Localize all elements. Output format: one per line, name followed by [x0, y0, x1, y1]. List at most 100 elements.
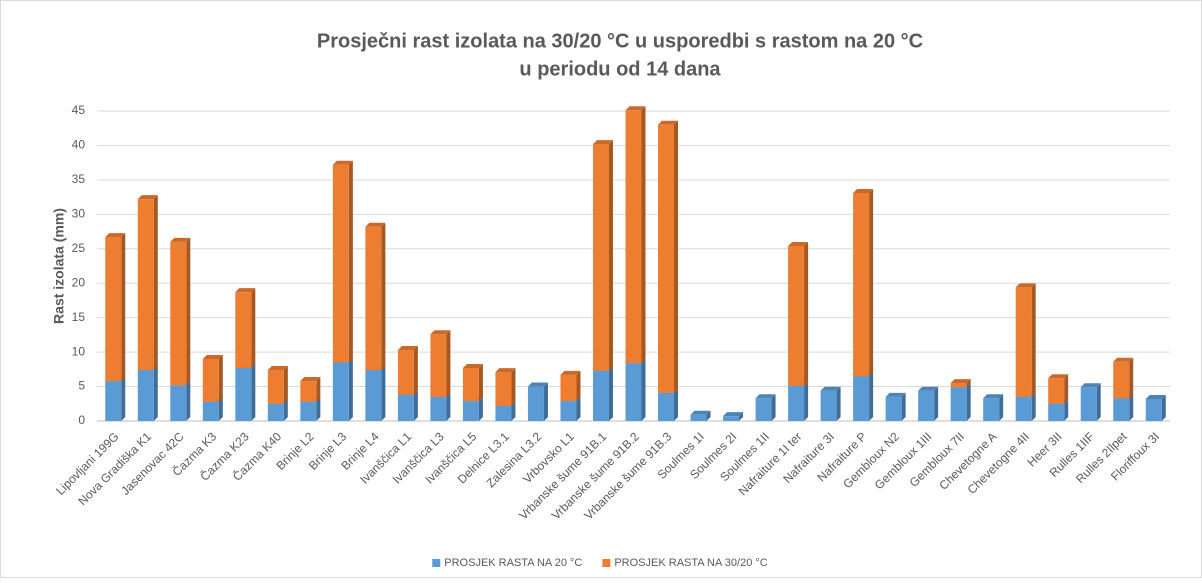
bar-side: [836, 386, 841, 421]
bar: [788, 246, 805, 386]
bar-side: [251, 363, 256, 421]
bar: [560, 374, 577, 402]
bar-side: [739, 412, 744, 421]
bar-top: [235, 288, 256, 293]
bar: [235, 367, 252, 421]
bar: [592, 370, 609, 421]
bar-side: [153, 366, 158, 421]
bar-side: [413, 390, 418, 421]
bar: [430, 396, 447, 421]
bar-side: [283, 366, 288, 404]
bar-top: [170, 237, 191, 242]
bar: [170, 241, 187, 386]
y-axis-label: Rast izolata (mm): [51, 208, 67, 324]
bar-side: [186, 237, 191, 386]
bar-top: [1145, 394, 1166, 399]
bar-top: [592, 140, 613, 145]
bar: [1080, 387, 1097, 421]
bar: [527, 386, 544, 421]
legend-swatch: [432, 559, 441, 567]
bar-side: [478, 397, 483, 421]
bar-top: [365, 222, 386, 227]
bar-side: [869, 188, 874, 377]
y-tick-label: 40: [72, 138, 86, 152]
bar-top: [560, 370, 581, 375]
bar: [820, 390, 837, 421]
bar: [1113, 361, 1130, 399]
bar-side: [348, 160, 353, 363]
bar-side: [446, 330, 451, 397]
bar-side: [1161, 394, 1166, 421]
bar-side: [543, 382, 548, 421]
bar-top: [430, 330, 451, 335]
legend-label: PROSJEK RASTA NA 30/20 °C: [614, 557, 767, 569]
bar-side: [674, 120, 679, 393]
bar: [397, 394, 414, 421]
y-tick-label: 20: [72, 275, 86, 289]
bar-side: [251, 288, 256, 368]
bar: [1015, 287, 1032, 397]
y-tick-label: 5: [78, 379, 85, 393]
bar-side: [413, 346, 418, 395]
bar: [560, 401, 577, 421]
bar: [495, 372, 512, 406]
bar-side: [511, 401, 516, 421]
bar-side: [218, 355, 223, 402]
bar-side: [218, 397, 223, 421]
bar: [365, 370, 382, 421]
bar: [105, 237, 122, 382]
bar-top: [918, 386, 939, 391]
bar: [462, 367, 479, 402]
bar-top: [723, 412, 744, 417]
bar: [853, 376, 870, 421]
bar-side: [1096, 383, 1101, 421]
bar: [137, 199, 154, 371]
bar-side: [608, 366, 613, 421]
bar-top: [950, 379, 971, 384]
bar: [853, 192, 870, 377]
bar: [235, 292, 252, 368]
bar-top: [137, 195, 158, 200]
bar-top: [1113, 357, 1134, 362]
bar-side: [1031, 283, 1036, 397]
bar-side: [381, 366, 386, 421]
bar: [625, 363, 642, 421]
bar-top: [105, 233, 126, 238]
bar: [105, 381, 122, 421]
bar-top: [267, 366, 288, 371]
bar-top: [1015, 283, 1036, 288]
bar-side: [966, 383, 971, 421]
bar: [1015, 396, 1032, 421]
bar-top: [1080, 383, 1101, 388]
y-tick-label: 30: [72, 207, 86, 221]
bar-side: [511, 368, 516, 406]
bar: [332, 164, 349, 363]
bar-top: [1048, 374, 1069, 379]
bar-side: [316, 377, 321, 402]
bar: [495, 405, 512, 421]
bar-side: [121, 377, 126, 421]
bar-side: [706, 410, 711, 421]
bar: [658, 124, 675, 393]
bar-side: [121, 233, 126, 382]
bar-side: [446, 392, 451, 421]
bar-top: [983, 394, 1004, 399]
bar-side: [641, 106, 646, 364]
legend-label: PROSJEK RASTA NA 20 °C: [444, 557, 582, 569]
legend-swatch: [602, 559, 611, 567]
bar-top: [690, 410, 711, 415]
bar: [267, 403, 284, 421]
bar: [690, 414, 707, 421]
bar: [1048, 403, 1065, 421]
bar-side: [608, 140, 613, 371]
bar: [202, 401, 219, 421]
bar-top: [853, 188, 874, 193]
bar: [918, 390, 935, 421]
bar: [170, 385, 187, 421]
bar: [950, 387, 967, 421]
bar-side: [901, 392, 906, 421]
bar: [658, 392, 675, 421]
bar: [430, 334, 447, 397]
bar: [950, 383, 967, 388]
